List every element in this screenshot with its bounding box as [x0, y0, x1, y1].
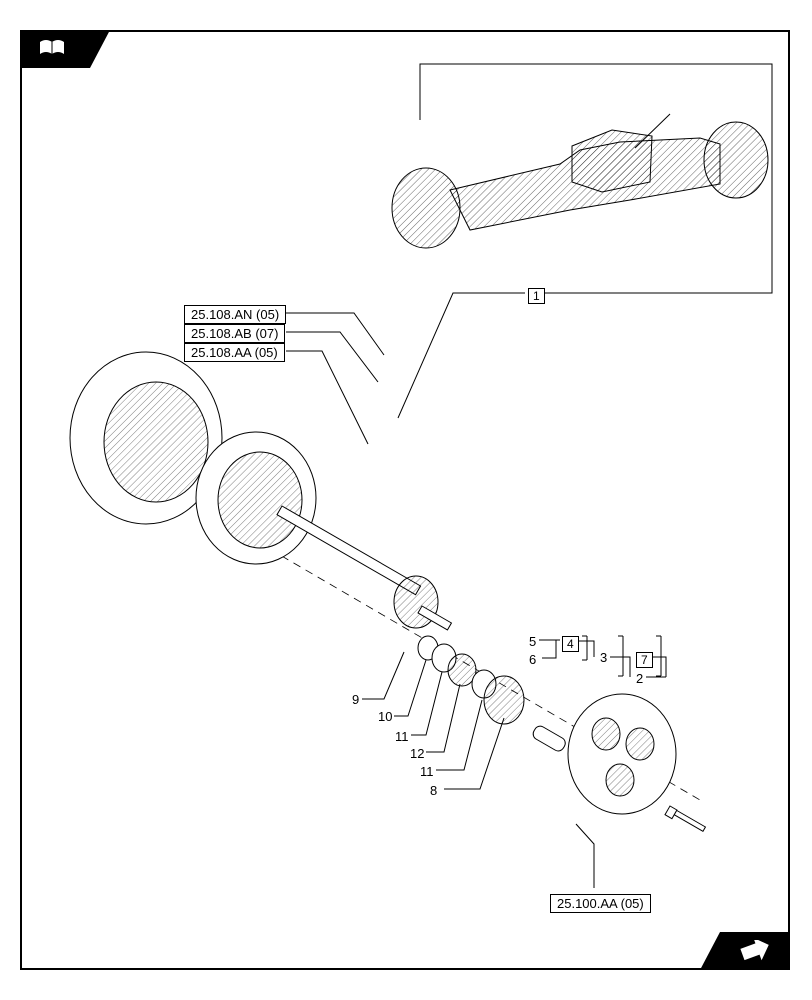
callout-9: 9 [352, 693, 359, 706]
corner-tab-top-left [20, 30, 110, 68]
callout-4: 4 [562, 636, 579, 652]
callout-12: 12 [410, 747, 424, 760]
assembly-axle-illustration [380, 90, 780, 290]
catalog-ref-bottom: 25.100.AA (05) [550, 894, 651, 913]
callout-8: 8 [430, 784, 437, 797]
catalog-ref-aa: 25.108.AA (05) [184, 343, 285, 362]
page-root: { "domain": "Diagram", "image_type": "ex… [0, 0, 812, 1000]
arrow-up-right-icon [740, 940, 770, 962]
callout-6: 6 [529, 653, 536, 666]
callout-1: 1 [528, 288, 545, 304]
catalog-ref-an: 25.108.AN (05) [184, 305, 286, 324]
callout-2: 2 [636, 672, 643, 685]
callout-10: 10 [378, 710, 392, 723]
callout-3: 3 [600, 651, 607, 664]
assembly-exploded-illustration [60, 330, 760, 870]
callout-7: 7 [636, 652, 653, 668]
corner-tab-bottom-right [700, 932, 790, 970]
catalog-ref-ab: 25.108.AB (07) [184, 324, 285, 343]
callout-5: 5 [529, 635, 536, 648]
book-open-icon [38, 38, 66, 58]
callout-11: 11 [395, 730, 409, 743]
callout-11: 11 [420, 765, 434, 778]
